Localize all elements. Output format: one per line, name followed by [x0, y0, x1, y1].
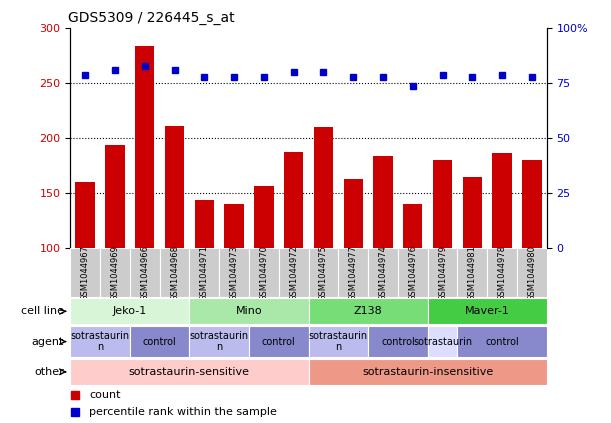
Bar [284, 151, 303, 248]
Bar [373, 156, 393, 248]
Bar [159, 248, 189, 297]
Text: sotrastaurin-sensitive: sotrastaurin-sensitive [129, 367, 250, 377]
Text: GSM1044970: GSM1044970 [260, 244, 268, 301]
Text: GSM1044972: GSM1044972 [289, 244, 298, 301]
Text: cell line: cell line [21, 306, 64, 316]
Bar [249, 326, 309, 357]
Bar [522, 160, 541, 248]
Bar [105, 145, 125, 248]
Bar [70, 248, 100, 297]
Text: GSM1044978: GSM1044978 [498, 244, 507, 301]
Bar [492, 153, 512, 248]
Bar [428, 298, 547, 324]
Bar [309, 359, 547, 385]
Bar [224, 204, 244, 248]
Bar [458, 326, 547, 357]
Text: other: other [34, 367, 64, 377]
Text: GSM1044973: GSM1044973 [230, 244, 238, 301]
Text: GSM1044975: GSM1044975 [319, 244, 328, 301]
Bar [338, 248, 368, 297]
Bar [189, 248, 219, 297]
Bar [189, 298, 309, 324]
Bar [398, 248, 428, 297]
Bar [279, 248, 309, 297]
Bar [403, 204, 422, 248]
Text: Z138: Z138 [354, 306, 382, 316]
Bar [254, 186, 274, 248]
Text: GSM1044979: GSM1044979 [438, 244, 447, 301]
Text: GDS5309 / 226445_s_at: GDS5309 / 226445_s_at [68, 11, 235, 25]
Text: GSM1044966: GSM1044966 [141, 244, 149, 301]
Text: GSM1044974: GSM1044974 [379, 244, 387, 301]
Bar [488, 248, 517, 297]
Text: sotrastaurin-insensitive: sotrastaurin-insensitive [362, 367, 493, 377]
Text: sotrastaurin
n: sotrastaurin n [70, 331, 130, 352]
Bar [309, 248, 338, 297]
Text: agent: agent [32, 337, 64, 346]
Bar [433, 160, 452, 248]
Text: control: control [381, 337, 415, 346]
Bar [428, 248, 458, 297]
Bar [189, 326, 249, 357]
Bar [309, 298, 428, 324]
Text: Jeko-1: Jeko-1 [112, 306, 147, 316]
Bar [135, 46, 155, 248]
Bar [517, 248, 547, 297]
Text: GSM1044967: GSM1044967 [81, 244, 90, 301]
Bar [249, 248, 279, 297]
Bar [70, 359, 309, 385]
Bar [458, 248, 488, 297]
Text: sotrastaurin: sotrastaurin [413, 337, 472, 346]
Text: control: control [262, 337, 296, 346]
Text: percentile rank within the sample: percentile rank within the sample [89, 407, 277, 418]
Bar [100, 248, 130, 297]
Text: sotrastaurin
n: sotrastaurin n [309, 331, 368, 352]
Bar [309, 326, 368, 357]
Text: count: count [89, 390, 121, 400]
Bar [368, 326, 428, 357]
Bar [219, 248, 249, 297]
Bar [130, 248, 159, 297]
Text: GSM1044971: GSM1044971 [200, 244, 209, 301]
Text: GSM1044976: GSM1044976 [408, 244, 417, 301]
Text: GSM1044977: GSM1044977 [349, 244, 357, 301]
Text: GSM1044968: GSM1044968 [170, 244, 179, 301]
Text: Maver-1: Maver-1 [465, 306, 510, 316]
Text: GSM1044980: GSM1044980 [527, 244, 536, 301]
Bar [70, 298, 189, 324]
Text: control: control [485, 337, 519, 346]
Bar [70, 326, 130, 357]
Bar [130, 326, 189, 357]
Bar [428, 326, 458, 357]
Text: sotrastaurin
n: sotrastaurin n [189, 331, 249, 352]
Text: GSM1044969: GSM1044969 [111, 244, 119, 301]
Text: Mino: Mino [236, 306, 262, 316]
Bar [368, 248, 398, 297]
Bar [76, 182, 95, 248]
Bar [165, 126, 184, 248]
Bar [314, 127, 333, 248]
Text: control: control [143, 337, 177, 346]
Bar [463, 177, 482, 248]
Bar [195, 200, 214, 248]
Text: GSM1044981: GSM1044981 [468, 244, 477, 301]
Bar [343, 179, 363, 248]
